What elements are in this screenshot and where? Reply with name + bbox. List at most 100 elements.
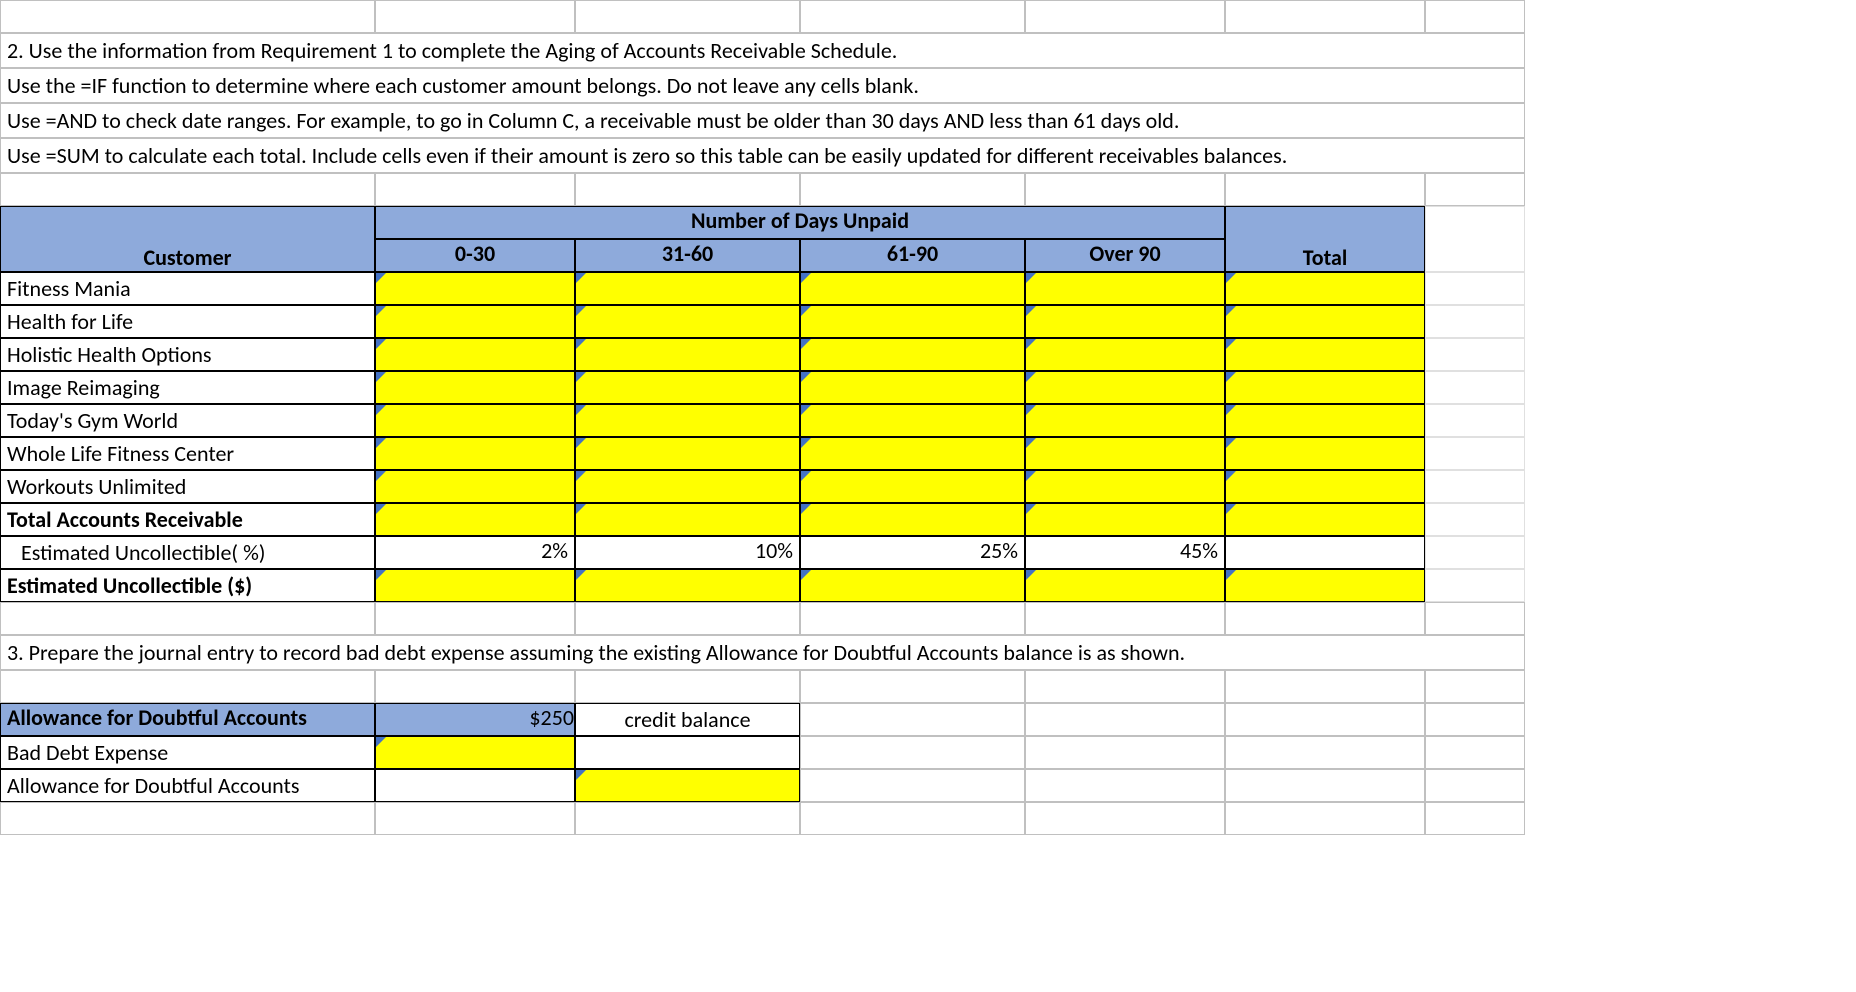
blank-cell[interactable]: [575, 736, 800, 769]
instruction-text[interactable]: Use =SUM to calculate each total. Includ…: [0, 138, 1525, 173]
input-cell[interactable]: [1225, 371, 1425, 404]
input-cell[interactable]: [1225, 503, 1425, 536]
blank-cell[interactable]: [1425, 371, 1525, 404]
blank-cell[interactable]: [1025, 173, 1225, 206]
blank-cell[interactable]: [1425, 670, 1525, 703]
input-cell[interactable]: [1025, 404, 1225, 437]
input-cell[interactable]: [1025, 338, 1225, 371]
header-total[interactable]: Total: [1225, 206, 1425, 272]
blank-cell[interactable]: [375, 602, 575, 635]
input-cell[interactable]: [800, 503, 1025, 536]
input-cell[interactable]: [800, 404, 1025, 437]
blank-cell[interactable]: [1425, 338, 1525, 371]
blank-cell[interactable]: [1425, 0, 1525, 33]
blank-cell[interactable]: [1425, 404, 1525, 437]
input-cell[interactable]: [1225, 437, 1425, 470]
customer-label[interactable]: Health for Life: [0, 305, 375, 338]
input-cell[interactable]: [1025, 371, 1225, 404]
input-cell[interactable]: [1225, 470, 1425, 503]
header-days-unpaid[interactable]: Number of Days Unpaid: [375, 206, 1225, 239]
blank-cell[interactable]: [1025, 670, 1225, 703]
input-cell[interactable]: [575, 338, 800, 371]
pct-0-30[interactable]: 2%: [375, 536, 575, 569]
pct-31-60[interactable]: 10%: [575, 536, 800, 569]
blank-cell[interactable]: [800, 736, 1025, 769]
blank-cell[interactable]: [1225, 602, 1425, 635]
input-cell[interactable]: [375, 736, 575, 769]
blank-cell[interactable]: [800, 802, 1025, 835]
pct-over-90[interactable]: 45%: [1025, 536, 1225, 569]
credit-balance-label[interactable]: credit balance: [575, 703, 800, 736]
blank-cell[interactable]: [0, 602, 375, 635]
instruction-text[interactable]: 3. Prepare the journal entry to record b…: [0, 635, 1525, 670]
input-cell[interactable]: [1225, 338, 1425, 371]
blank-cell[interactable]: [1225, 736, 1425, 769]
input-cell[interactable]: [375, 272, 575, 305]
input-cell[interactable]: [1025, 503, 1225, 536]
customer-label[interactable]: Whole Life Fitness Center: [0, 437, 375, 470]
blank-cell[interactable]: [375, 670, 575, 703]
customer-label[interactable]: Image Reimaging: [0, 371, 375, 404]
input-cell[interactable]: [1225, 272, 1425, 305]
allowance-header[interactable]: Allowance for Doubtful Accounts: [0, 703, 375, 736]
input-cell[interactable]: [575, 569, 800, 602]
customer-label[interactable]: Fitness Mania: [0, 272, 375, 305]
blank-cell[interactable]: [0, 0, 375, 33]
est-dollar-label[interactable]: Estimated Uncollectible ($): [0, 569, 375, 602]
blank-cell[interactable]: [375, 173, 575, 206]
input-cell[interactable]: [375, 437, 575, 470]
blank-cell[interactable]: [1225, 670, 1425, 703]
input-cell[interactable]: [575, 769, 800, 802]
total-ar-label[interactable]: Total Accounts Receivable: [0, 503, 375, 536]
blank-cell[interactable]: [1425, 569, 1525, 602]
input-cell[interactable]: [575, 272, 800, 305]
input-cell[interactable]: [1025, 470, 1225, 503]
blank-cell[interactable]: [1425, 470, 1525, 503]
blank-cell[interactable]: [1425, 536, 1525, 569]
input-cell[interactable]: [800, 470, 1025, 503]
input-cell[interactable]: [575, 437, 800, 470]
blank-cell[interactable]: [1425, 173, 1525, 206]
input-cell[interactable]: [1225, 305, 1425, 338]
blank-cell[interactable]: [1025, 769, 1225, 802]
header-0-30[interactable]: 0-30: [375, 239, 575, 272]
blank-cell[interactable]: [1425, 437, 1525, 470]
blank-cell[interactable]: [800, 703, 1025, 736]
blank-cell[interactable]: [1425, 769, 1525, 802]
blank-cell[interactable]: [0, 173, 375, 206]
blank-cell[interactable]: [575, 173, 800, 206]
blank-cell[interactable]: [800, 173, 1025, 206]
input-cell[interactable]: [375, 404, 575, 437]
blank-cell[interactable]: [575, 670, 800, 703]
input-cell[interactable]: [575, 503, 800, 536]
input-cell[interactable]: [800, 371, 1025, 404]
input-cell[interactable]: [575, 470, 800, 503]
blank-cell[interactable]: [1425, 802, 1525, 835]
allowance-amount[interactable]: $250: [375, 703, 575, 736]
blank-cell[interactable]: [375, 769, 575, 802]
blank-cell[interactable]: [1025, 736, 1225, 769]
blank-cell[interactable]: [0, 670, 375, 703]
blank-cell[interactable]: [0, 802, 375, 835]
header-over-90[interactable]: Over 90: [1025, 239, 1225, 272]
blank-cell[interactable]: [1025, 602, 1225, 635]
instruction-text[interactable]: Use =AND to check date ranges. For examp…: [0, 103, 1525, 138]
customer-label[interactable]: Holistic Health Options: [0, 338, 375, 371]
input-cell[interactable]: [800, 569, 1025, 602]
blank-cell[interactable]: [1425, 703, 1525, 736]
blank-cell[interactable]: [575, 802, 800, 835]
blank-cell[interactable]: [800, 602, 1025, 635]
input-cell[interactable]: [800, 338, 1025, 371]
bad-debt-label[interactable]: Bad Debt Expense: [0, 736, 375, 769]
header-61-90[interactable]: 61-90: [800, 239, 1025, 272]
customer-label[interactable]: Today's Gym World: [0, 404, 375, 437]
input-cell[interactable]: [800, 272, 1025, 305]
blank-cell[interactable]: [1425, 206, 1525, 272]
blank-cell[interactable]: [800, 769, 1025, 802]
blank-cell[interactable]: [1225, 703, 1425, 736]
input-cell[interactable]: [375, 305, 575, 338]
blank-cell[interactable]: [575, 602, 800, 635]
input-cell[interactable]: [375, 503, 575, 536]
input-cell[interactable]: [1025, 272, 1225, 305]
allowance-line-label[interactable]: Allowance for Doubtful Accounts: [0, 769, 375, 802]
